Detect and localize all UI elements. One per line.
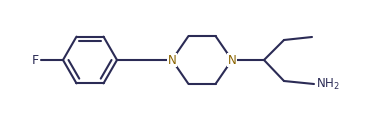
Text: NH$_2$: NH$_2$ [316, 76, 340, 92]
Text: N: N [228, 54, 236, 67]
Text: N: N [168, 54, 176, 67]
Text: F: F [32, 54, 39, 67]
